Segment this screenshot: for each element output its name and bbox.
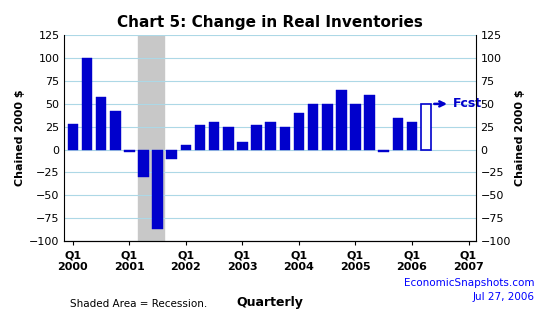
Bar	[294, 113, 304, 150]
Bar	[96, 98, 106, 150]
Bar	[336, 90, 347, 150]
Bar	[138, 35, 164, 241]
Bar	[124, 150, 134, 152]
Bar	[237, 142, 248, 150]
Bar	[350, 104, 361, 150]
Y-axis label: Chained 2000 $: Chained 2000 $	[15, 90, 25, 186]
Bar	[308, 104, 319, 150]
Title: Chart 5: Change in Real Inventories: Chart 5: Change in Real Inventories	[117, 15, 423, 30]
Bar	[166, 150, 177, 159]
Bar	[110, 111, 120, 150]
Bar	[379, 150, 389, 152]
Bar	[265, 122, 276, 150]
Bar	[223, 127, 234, 150]
Bar	[364, 95, 375, 150]
Bar	[82, 58, 92, 150]
Bar	[421, 104, 431, 150]
Bar	[180, 145, 191, 150]
Bar	[322, 104, 333, 150]
Y-axis label: Chained 2000 $: Chained 2000 $	[515, 90, 525, 186]
Bar	[407, 122, 417, 150]
Text: Fcst: Fcst	[434, 97, 482, 110]
Bar	[68, 124, 78, 150]
Text: EconomicSnapshots.com
Jul 27, 2006: EconomicSnapshots.com Jul 27, 2006	[404, 278, 535, 302]
Bar	[152, 150, 163, 229]
Bar	[209, 122, 219, 150]
Bar	[393, 117, 403, 150]
Text: Quarterly: Quarterly	[237, 296, 303, 309]
Bar	[251, 125, 262, 150]
Bar	[195, 125, 205, 150]
Bar	[280, 127, 290, 150]
Bar	[138, 150, 149, 177]
Text: Shaded Area = Recession.: Shaded Area = Recession.	[70, 299, 207, 309]
